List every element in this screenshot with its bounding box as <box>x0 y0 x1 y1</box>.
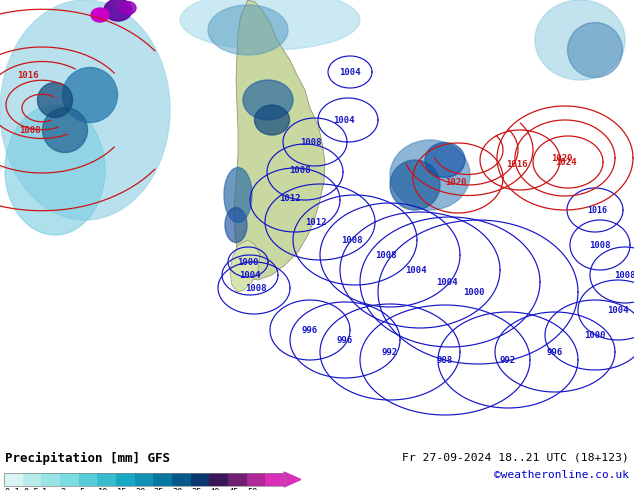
Text: Fr 27-09-2024 18..21 UTC (18+123): Fr 27-09-2024 18..21 UTC (18+123) <box>402 452 629 462</box>
Text: 1004: 1004 <box>339 68 361 76</box>
Text: Precipitation [mm] GFS: Precipitation [mm] GFS <box>5 452 170 465</box>
Ellipse shape <box>180 0 360 50</box>
Ellipse shape <box>535 0 625 80</box>
Text: 1004: 1004 <box>405 266 427 274</box>
PathPatch shape <box>230 240 260 292</box>
Text: 35: 35 <box>191 488 202 490</box>
Text: 996: 996 <box>337 336 353 344</box>
Text: 15: 15 <box>117 488 127 490</box>
Text: 45: 45 <box>228 488 239 490</box>
Bar <box>153 473 172 486</box>
Text: 1004: 1004 <box>239 270 261 279</box>
Ellipse shape <box>0 0 170 220</box>
Text: 5: 5 <box>79 488 84 490</box>
Text: 996: 996 <box>302 325 318 335</box>
Bar <box>134 473 153 486</box>
Text: 2: 2 <box>60 488 66 490</box>
Ellipse shape <box>208 5 288 55</box>
Text: 1: 1 <box>42 488 47 490</box>
Bar <box>172 473 191 486</box>
Text: 1020: 1020 <box>445 177 467 187</box>
Text: 1008: 1008 <box>589 241 611 249</box>
Bar <box>41 473 60 486</box>
Bar <box>4 473 23 486</box>
Text: 0.1: 0.1 <box>4 488 20 490</box>
Ellipse shape <box>120 1 136 15</box>
Ellipse shape <box>63 68 117 122</box>
Ellipse shape <box>243 80 293 120</box>
Ellipse shape <box>254 105 290 135</box>
Ellipse shape <box>224 168 252 222</box>
Ellipse shape <box>104 0 132 21</box>
Ellipse shape <box>390 140 470 210</box>
Text: 1004: 1004 <box>607 305 629 315</box>
Text: 988: 988 <box>437 356 453 365</box>
Bar <box>98 473 116 486</box>
Text: 20: 20 <box>135 488 146 490</box>
Text: 1016: 1016 <box>507 160 527 169</box>
Text: 1000: 1000 <box>237 258 259 267</box>
Text: 1012: 1012 <box>305 218 327 226</box>
Ellipse shape <box>425 143 465 177</box>
Text: 50: 50 <box>247 488 257 490</box>
Ellipse shape <box>5 105 105 235</box>
Text: 996: 996 <box>547 347 563 357</box>
Text: ©weatheronline.co.uk: ©weatheronline.co.uk <box>494 470 629 480</box>
Text: 25: 25 <box>154 488 164 490</box>
Bar <box>266 473 284 486</box>
Text: 1000: 1000 <box>585 330 605 340</box>
Text: 1012: 1012 <box>279 194 301 202</box>
Text: 1008: 1008 <box>341 236 363 245</box>
Text: 1008: 1008 <box>289 166 311 174</box>
Ellipse shape <box>225 207 247 243</box>
Text: 1016: 1016 <box>17 71 39 79</box>
Text: 1000: 1000 <box>463 288 485 296</box>
Bar <box>191 473 209 486</box>
Bar <box>4 473 284 486</box>
Text: 1024: 1024 <box>555 157 577 167</box>
PathPatch shape <box>234 0 325 280</box>
Bar <box>23 473 41 486</box>
Bar <box>60 473 79 486</box>
Text: 1020: 1020 <box>551 153 573 163</box>
Ellipse shape <box>390 160 440 210</box>
Ellipse shape <box>42 107 87 152</box>
Text: 1004: 1004 <box>436 277 458 287</box>
Bar <box>79 473 98 486</box>
Text: 1016: 1016 <box>587 205 607 215</box>
Text: 992: 992 <box>382 347 398 357</box>
Text: 1008: 1008 <box>245 284 267 293</box>
Text: 0.5: 0.5 <box>23 488 39 490</box>
Text: 1008: 1008 <box>614 270 634 279</box>
Text: 992: 992 <box>500 356 516 365</box>
Bar <box>116 473 134 486</box>
Bar <box>209 473 228 486</box>
Ellipse shape <box>91 8 109 22</box>
FancyArrow shape <box>284 472 301 487</box>
Ellipse shape <box>567 23 623 77</box>
Text: 1004: 1004 <box>333 116 355 124</box>
Ellipse shape <box>37 82 72 118</box>
Text: 30: 30 <box>172 488 183 490</box>
Text: 1008: 1008 <box>375 250 397 260</box>
Text: 10: 10 <box>98 488 108 490</box>
Text: 1008: 1008 <box>301 138 321 147</box>
Text: 40: 40 <box>210 488 221 490</box>
Bar <box>247 473 266 486</box>
Text: 1008: 1008 <box>19 125 41 134</box>
Bar <box>228 473 247 486</box>
